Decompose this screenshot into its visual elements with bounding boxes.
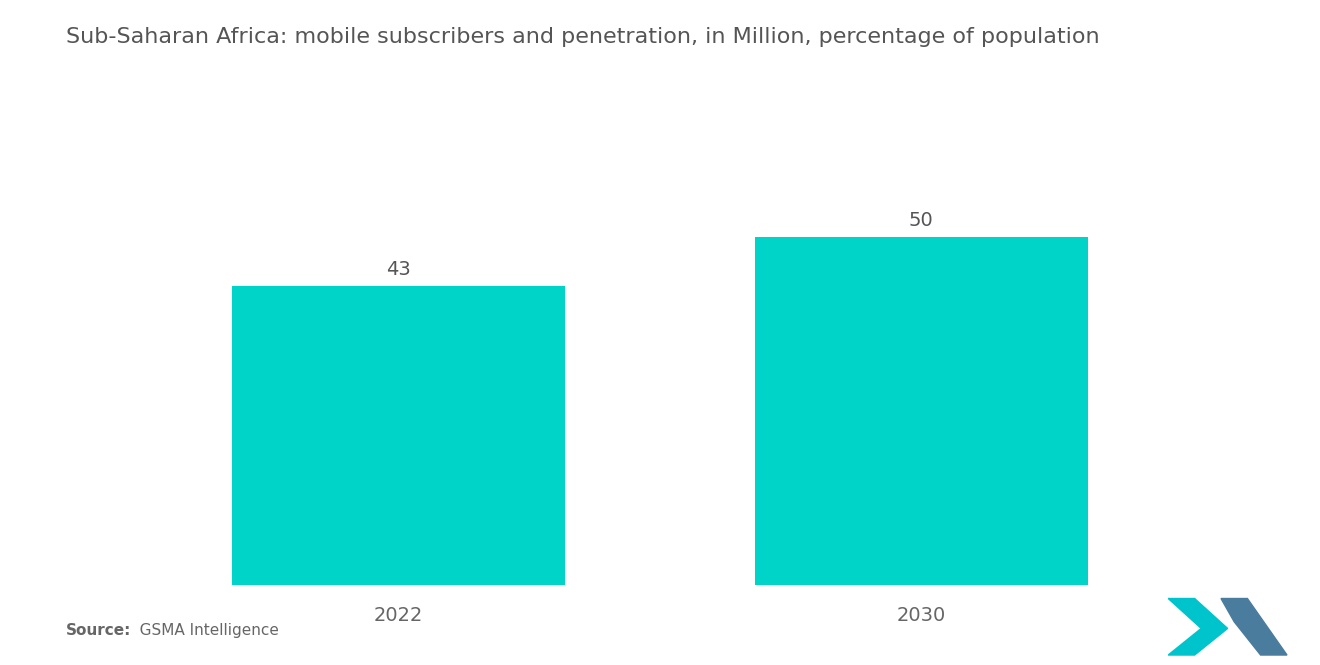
Text: Sub-Saharan Africa: mobile subscribers and penetration, in Million, percentage o: Sub-Saharan Africa: mobile subscribers a… — [66, 27, 1100, 47]
Text: Source:: Source: — [66, 623, 132, 638]
Polygon shape — [1221, 598, 1287, 655]
Bar — [755, 237, 1088, 585]
Text: 50: 50 — [909, 211, 933, 230]
Bar — [232, 286, 565, 585]
Polygon shape — [1168, 598, 1228, 655]
Text: GSMA Intelligence: GSMA Intelligence — [125, 623, 280, 638]
Text: 43: 43 — [387, 260, 411, 279]
